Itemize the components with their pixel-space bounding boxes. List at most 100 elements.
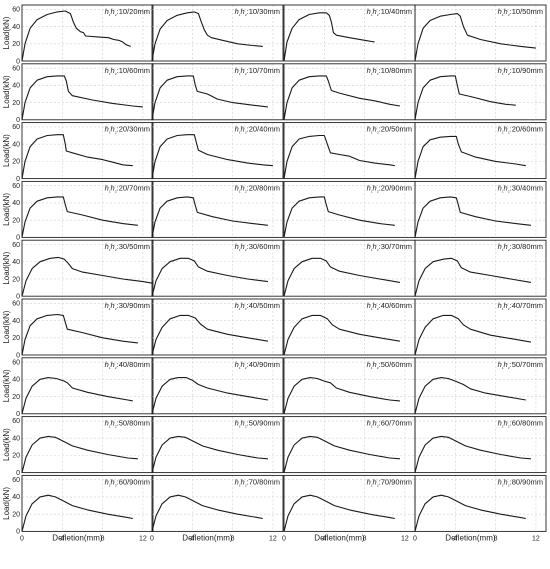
x-axis-title: Defletion(mm) — [445, 533, 496, 542]
y-axis-title: Load(kN) — [2, 369, 11, 402]
panel-10: h₁h₂:20/40mm — [151, 122, 284, 180]
x-tick-label: 0 — [413, 535, 417, 542]
panel-frame — [21, 4, 154, 62]
load-deflection-curve — [21, 313, 138, 356]
panel-22: h₁h₂:40/50mm — [151, 298, 284, 356]
y-tick-label: 20 — [12, 276, 20, 283]
panel-label: h₁h₂:40/90mm — [235, 360, 280, 371]
panel-7: h₁h₂:10/80mm — [283, 63, 416, 121]
y-tick-label: 60 — [12, 65, 20, 72]
y-axis-title: Load(kN) — [2, 310, 11, 343]
panel-frame — [151, 239, 284, 297]
load-deflection-curve — [414, 135, 526, 179]
panel-30: h₁h₂:50/90mm — [151, 416, 284, 474]
panel-19: h₁h₂:30/70mm — [283, 239, 416, 297]
y-tick-label: 40 — [12, 435, 20, 442]
panel-36: h₁h₂:80/90mm 0 4 8 12 Defletion(mm) — [413, 474, 547, 542]
y-tick-label: 20 — [12, 335, 20, 342]
x-axis-title: Defletion(mm) — [182, 533, 233, 542]
y-tick-label: 60 — [12, 359, 20, 366]
y-tick-label: 20 — [12, 159, 20, 166]
load-deflection-curve — [414, 314, 531, 356]
panel-label: h₁h₂:20/80mm — [235, 183, 280, 194]
panel-frame — [414, 474, 547, 532]
panel-frame — [151, 474, 284, 532]
panel-2: h₁h₂:10/30mm — [151, 4, 284, 62]
load-deflection-curve — [151, 257, 268, 297]
panel-frame — [414, 239, 547, 297]
y-tick-label: 0 — [16, 411, 20, 418]
x-tick-label: 8 — [363, 535, 367, 542]
panel-frame — [151, 122, 284, 180]
panel-14: h₁h₂:20/80mm — [151, 180, 284, 238]
panel-frame — [414, 357, 547, 415]
load-deflection-curve — [283, 12, 375, 62]
panel-20: h₁h₂:30/80mm — [414, 239, 547, 297]
panel-6: h₁h₂:10/70mm — [151, 63, 284, 121]
panel-11: h₁h₂:20/50mm — [283, 122, 416, 180]
x-tick-label: 12 — [401, 535, 409, 542]
panel-frame — [151, 357, 284, 415]
panel-label: h₁h₂:10/50mm — [498, 7, 543, 18]
panel-frame — [151, 4, 284, 62]
load-deflection-curve — [151, 435, 268, 473]
panel-23: h₁h₂:40/60mm — [283, 298, 416, 356]
y-tick-label: 60 — [12, 418, 20, 425]
panel-frame — [21, 122, 154, 180]
y-axis-title: Load(kN) — [2, 75, 11, 108]
load-deflection-curve — [21, 134, 133, 179]
panel-label: h₁h₂:50/90mm — [235, 419, 280, 430]
panel-frame — [151, 298, 284, 356]
load-deflection-curve — [21, 10, 131, 62]
y-tick-label: 0 — [16, 352, 20, 359]
y-tick-label: 60 — [12, 477, 20, 484]
panel-label: h₁h₂:40/80mm — [105, 360, 150, 371]
panel-label: h₁h₂:50/80mm — [105, 419, 150, 430]
load-deflection-curve — [283, 257, 400, 297]
y-tick-label: 40 — [12, 494, 20, 501]
panel-label: h₁h₂:20/90mm — [367, 183, 412, 194]
panel-frame — [21, 357, 154, 415]
load-deflection-curve — [21, 75, 143, 120]
panel-label: h₁h₂:60/80mm — [498, 419, 543, 430]
panel-26: h₁h₂:40/90mm — [151, 357, 284, 415]
panel-label: h₁h₂:30/60mm — [235, 242, 280, 253]
panel-label: h₁h₂:10/70mm — [235, 66, 280, 77]
load-deflection-curve — [151, 196, 268, 238]
panel-label: h₁h₂:50/60mm — [367, 360, 412, 371]
panel-label: h₁h₂:20/70mm — [105, 183, 150, 194]
panel-frame — [414, 4, 547, 62]
y-axis-title: Load(kN) — [2, 428, 11, 461]
x-tick-label: 12 — [532, 535, 540, 542]
panel-label: h₁h₂:70/90mm — [367, 477, 412, 488]
panel-label: h₁h₂:60/70mm — [367, 419, 412, 430]
load-deflection-curve — [414, 196, 531, 238]
panel-label: h₁h₂:50/70mm — [498, 360, 543, 371]
y-tick-label: 20 — [12, 41, 20, 48]
panel-label: h₁h₂:30/50mm — [105, 242, 150, 253]
y-tick-label: 40 — [12, 318, 20, 325]
panel-frame — [151, 63, 284, 121]
panel-frame — [21, 474, 154, 532]
panel-label: h₁h₂:10/80mm — [367, 66, 412, 77]
y-tick-label: 0 — [16, 294, 20, 301]
load-deflection-curve — [151, 11, 263, 62]
load-deflection-curve — [283, 75, 400, 120]
y-tick-label: 40 — [12, 24, 20, 31]
x-tick-label: 4 — [322, 535, 326, 542]
panel-label: h₁h₂:40/70mm — [498, 301, 543, 312]
y-tick-label: 40 — [12, 200, 20, 207]
y-tick-label: 20 — [12, 100, 20, 107]
y-axis-title: Load(kN) — [2, 487, 11, 520]
panel-frame — [414, 298, 547, 356]
panel-frame — [151, 180, 284, 238]
panel-4: h₁h₂:10/50mm — [414, 4, 547, 62]
load-deflection-curve — [414, 257, 531, 297]
panel-label: h₁h₂:10/30mm — [235, 7, 280, 18]
y-tick-label: 20 — [12, 217, 20, 224]
panel-label: h₁h₂:20/30mm — [105, 125, 150, 136]
y-axis-title: Load(kN) — [2, 16, 11, 49]
y-tick-label: 40 — [12, 259, 20, 266]
